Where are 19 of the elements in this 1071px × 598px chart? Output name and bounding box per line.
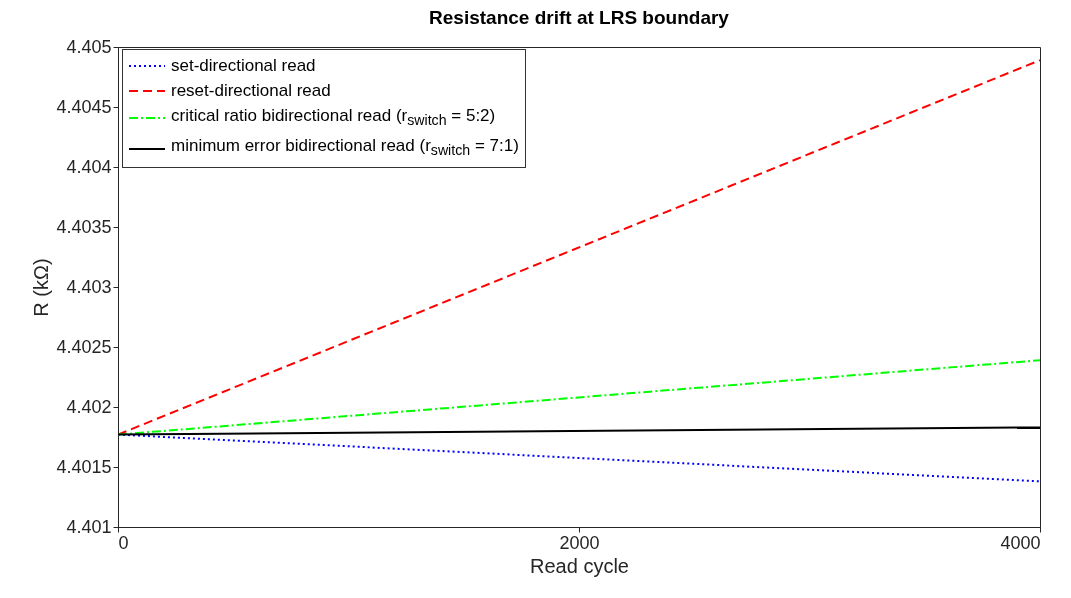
y-tick-label: 4.403 [66, 276, 112, 297]
y-tick-label: 4.4045 [56, 96, 112, 117]
y-tick-label: 4.4025 [56, 336, 112, 357]
y-tick-label: 4.4015 [56, 456, 112, 477]
legend-label: reset-directional read [171, 80, 331, 102]
y-tick-label: 4.404 [66, 156, 112, 177]
y-tick-label: 4.4035 [56, 216, 112, 237]
legend-label: minimum error bidirectional read (r$_{switch}$ = 7:1) [171, 135, 519, 161]
y-tick-label: 4.402 [66, 396, 112, 417]
legend-label: set-directional read [171, 55, 316, 77]
y-axis-title: R (kΩ) [30, 258, 53, 317]
y-tick-label: 4.401 [66, 516, 112, 537]
x-axis-title: Read cycle [530, 554, 629, 577]
legend-label: critical ratio bidirectional read (r$_{switch}$ = 5:2) [171, 105, 496, 131]
y-tick-label: 4.405 [66, 36, 112, 57]
x-tick-label: 0 [118, 532, 129, 553]
x-tick-label: 2000 [559, 532, 600, 553]
x-tick-label: 4000 [1000, 532, 1041, 553]
chart-title: Resistance drift at LRS boundary [429, 7, 730, 28]
